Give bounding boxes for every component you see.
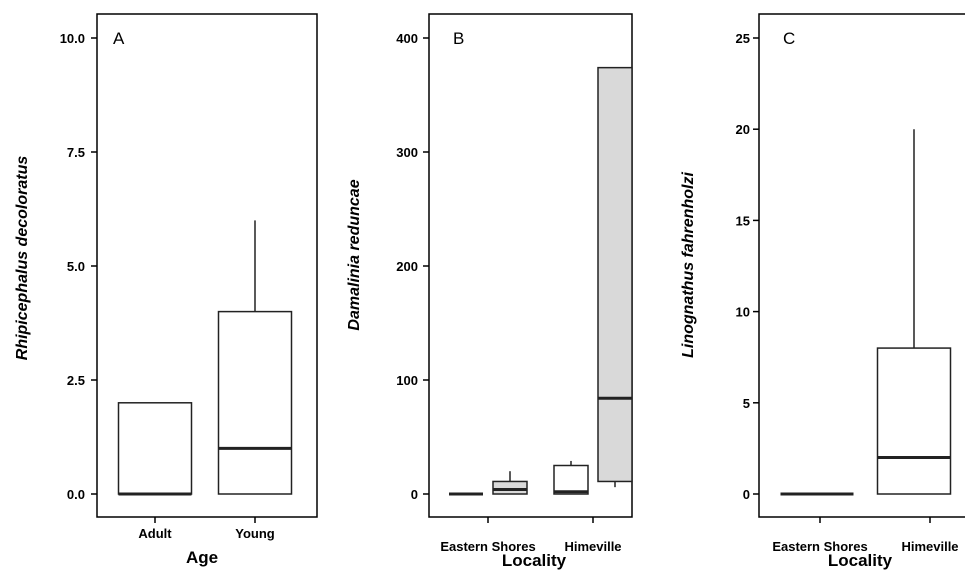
panel-b-letter: B	[453, 29, 464, 48]
y-tick-label: 25	[736, 31, 750, 46]
panel-c-boxes	[780, 129, 952, 496]
x-category-label: Eastern Shores	[440, 539, 535, 554]
y-tick-label: 10.0	[60, 31, 85, 46]
y-tick-label: 400	[396, 31, 418, 46]
box-adult	[117, 402, 193, 496]
panel-c-x-axis-title: Locality	[828, 551, 893, 570]
panel-b-y-ticks: 0 100 200 300 400	[396, 31, 429, 502]
y-tick-label: 20	[736, 122, 750, 137]
x-category-label: Adult	[138, 526, 172, 541]
panel-c-y-ticks: 0 5 10 15 20 25	[736, 31, 759, 502]
box-himeville	[553, 460, 589, 495]
box-young	[217, 220, 293, 495]
box-body	[117, 402, 193, 495]
y-tick-label: 0	[743, 487, 750, 502]
x-category-label: Eastern Shores	[772, 539, 867, 554]
box-body	[217, 310, 293, 495]
y-tick-label: 5.0	[67, 259, 85, 274]
panel-a-x-axis-title: Age	[186, 548, 218, 567]
panel-a-letter: A	[113, 29, 125, 48]
y-tick-label: 200	[396, 259, 418, 274]
box-himeville	[597, 66, 633, 488]
y-tick-label: 10	[736, 305, 750, 320]
panel-b-boxes	[449, 66, 633, 496]
panel-a-x-categories: Adult Young	[138, 517, 275, 541]
box-body	[492, 480, 528, 495]
panel-a: A Age Rhipicephalus decoloratus 0.0 2.5 5.…	[14, 13, 318, 567]
x-category-label: Young	[235, 526, 275, 541]
panel-c: C Locality Linognathus fahrenholzi 0 5 10 1…	[680, 13, 965, 570]
y-tick-label: 0	[411, 487, 418, 502]
panel-a-y-axis-title: Rhipicephalus decoloratus	[14, 156, 31, 361]
y-tick-label: 2.5	[67, 373, 85, 388]
box-body	[553, 464, 589, 495]
panel-c-letter: C	[783, 29, 795, 48]
y-tick-label: 0.0	[67, 487, 85, 502]
y-tick-label: 300	[396, 145, 418, 160]
panel-a-boxes	[117, 220, 293, 496]
box-himeville	[876, 129, 952, 495]
panel-b-y-axis-title: Damalinia reduncae	[346, 179, 363, 330]
x-category-label: Himeville	[564, 539, 621, 554]
panel-c-y-axis-title: Linognathus fahrenholzi	[680, 172, 697, 358]
x-category-label: Himeville	[901, 539, 958, 554]
panel-b: B Locality Damalinia reduncae 0 100 200 300…	[346, 13, 633, 570]
panel-c-frame	[758, 13, 965, 518]
panel-b-x-categories: Eastern Shores Himeville	[440, 517, 622, 554]
box-body	[876, 347, 952, 495]
panel-a-y-ticks: 0.0 2.5 5.0 7.5 10.0	[60, 31, 97, 502]
box-eastern-shores	[492, 471, 528, 495]
y-tick-label: 15	[736, 213, 750, 228]
box-body	[597, 66, 633, 483]
y-tick-label: 5	[743, 396, 750, 411]
y-tick-label: 100	[396, 373, 418, 388]
panel-c-x-categories: Eastern Shores Himeville	[772, 517, 959, 554]
panel-b-x-axis-title: Locality	[502, 551, 567, 570]
y-tick-label: 7.5	[67, 145, 85, 160]
